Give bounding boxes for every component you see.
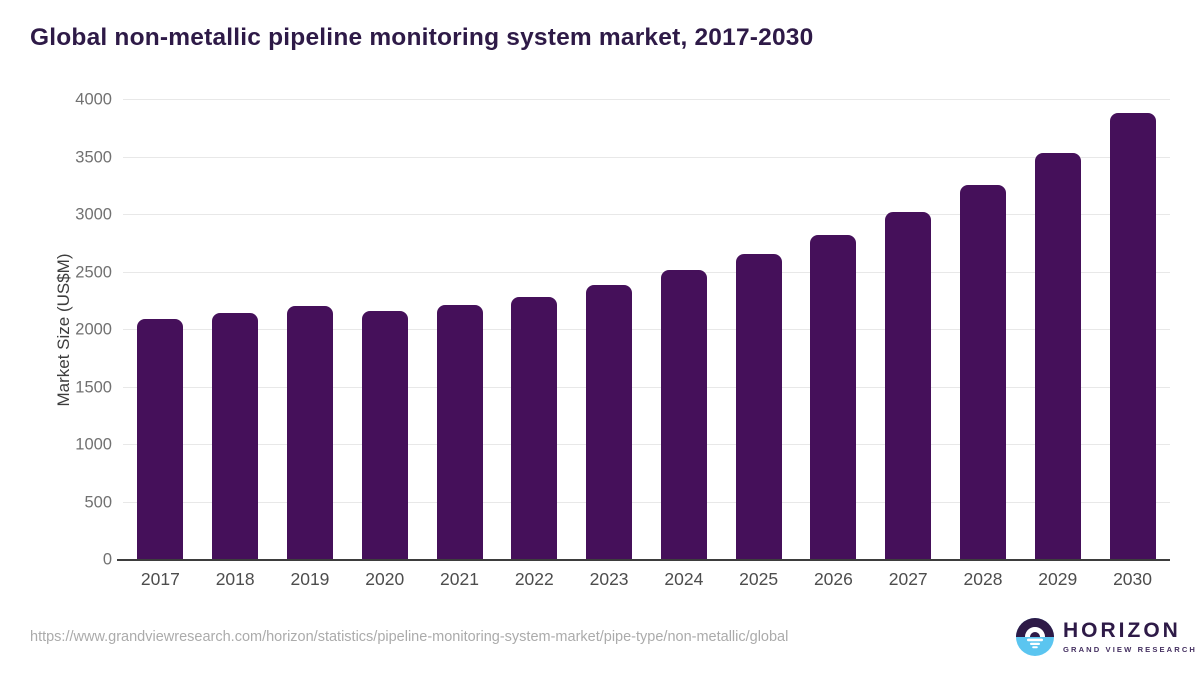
- y-axis-tick-label: 3000: [75, 205, 112, 224]
- x-axis-tick-label: 2021: [440, 569, 479, 589]
- bar-slot: [347, 100, 422, 560]
- x-axis-tick-label: 2030: [1113, 569, 1153, 589]
- horizon-logo: HORIZON GRAND VIEW RESEARCH: [1016, 618, 1197, 656]
- x-axis-tick-label: 2024: [664, 569, 704, 589]
- y-axis-tick-labels: 0 500 1000 1500 2000 2500 3000 3500 4000: [40, 91, 112, 569]
- bar-slot: [1095, 100, 1170, 560]
- bar-2030: [1109, 112, 1156, 560]
- gridline: [123, 386, 1170, 388]
- gridline: [123, 271, 1170, 273]
- y-axis-tick-label: 1500: [75, 378, 112, 396]
- logo-subtitle: GRAND VIEW RESEARCH: [1063, 644, 1197, 654]
- bar-2022: [511, 296, 558, 560]
- bar-2020: [361, 311, 408, 560]
- bar-slot: [946, 100, 1021, 560]
- bar-slot: [572, 100, 647, 560]
- x-axis-tick-label: 2028: [963, 569, 1003, 589]
- source-url: https://www.grandviewresearch.com/horizo…: [30, 629, 789, 645]
- bar-slot: [198, 100, 273, 560]
- gridline: [123, 156, 1170, 158]
- bar-slot: [646, 100, 721, 560]
- y-axis-tick-label: 3500: [75, 148, 112, 166]
- bar-2021: [436, 304, 483, 560]
- x-axis-tick-label: 2027: [888, 569, 928, 589]
- bar-slot: [796, 100, 871, 560]
- x-axis-tick-label: 2018: [215, 569, 255, 589]
- x-axis-tick-label: 2019: [290, 569, 330, 589]
- y-axis-tick-label: 1000: [75, 435, 112, 454]
- x-axis-tick-labels: 2017 2018 2019 2020 2021 2022 2023 2024 2025 2026…: [123, 569, 1170, 590]
- gridline: [123, 214, 1170, 215]
- bar-slot: [721, 100, 796, 560]
- bar-slot: [1020, 100, 1095, 560]
- bar-slot: [123, 100, 198, 560]
- y-axis-tick-label: 4000: [75, 90, 112, 109]
- gridline: [123, 99, 1170, 100]
- x-axis-tick-label: 2022: [514, 569, 554, 589]
- x-axis-tick-label: 2029: [1038, 569, 1078, 589]
- y-axis-tick-label: 2500: [75, 263, 112, 281]
- x-axis-tick-label: 2026: [813, 569, 853, 589]
- logo-title: HORIZON: [1063, 619, 1181, 643]
- bar-2025: [735, 254, 782, 560]
- chart-title: Global non-metallic pipeline monitoring …: [30, 24, 814, 51]
- bar-2029: [1034, 152, 1081, 560]
- bar-slot: [422, 100, 497, 560]
- bar-2018: [212, 312, 259, 560]
- bar-2023: [586, 285, 633, 560]
- bar-2019: [286, 305, 333, 560]
- gridline: [123, 444, 1170, 445]
- bar-slot: [871, 100, 946, 560]
- x-axis-tick-label: 2020: [365, 569, 405, 589]
- gridline: [123, 501, 1170, 503]
- bar-series: [123, 100, 1170, 560]
- y-axis-tick-label: 500: [84, 493, 112, 511]
- x-axis-tick-label: 2025: [739, 569, 779, 589]
- bar-slot: [273, 100, 348, 560]
- bar-2028: [959, 184, 1006, 560]
- bar-2026: [810, 235, 857, 560]
- x-axis-tick-label: 2017: [140, 569, 180, 589]
- bar-2024: [660, 270, 707, 560]
- y-axis-tick-label: 2000: [75, 320, 112, 339]
- bar-2017: [137, 319, 184, 560]
- plot-area: [117, 99, 1170, 561]
- bar-2027: [885, 211, 932, 560]
- gridline: [123, 329, 1170, 330]
- x-axis-tick-label: 2023: [589, 569, 629, 589]
- x-axis-line: [117, 559, 1170, 561]
- y-axis-tick-label: 0: [102, 550, 112, 569]
- logo-text: HORIZON GRAND VIEW RESEARCH: [1063, 619, 1197, 654]
- horizon-logo-icon: [1016, 618, 1054, 656]
- bar-slot: [497, 100, 572, 560]
